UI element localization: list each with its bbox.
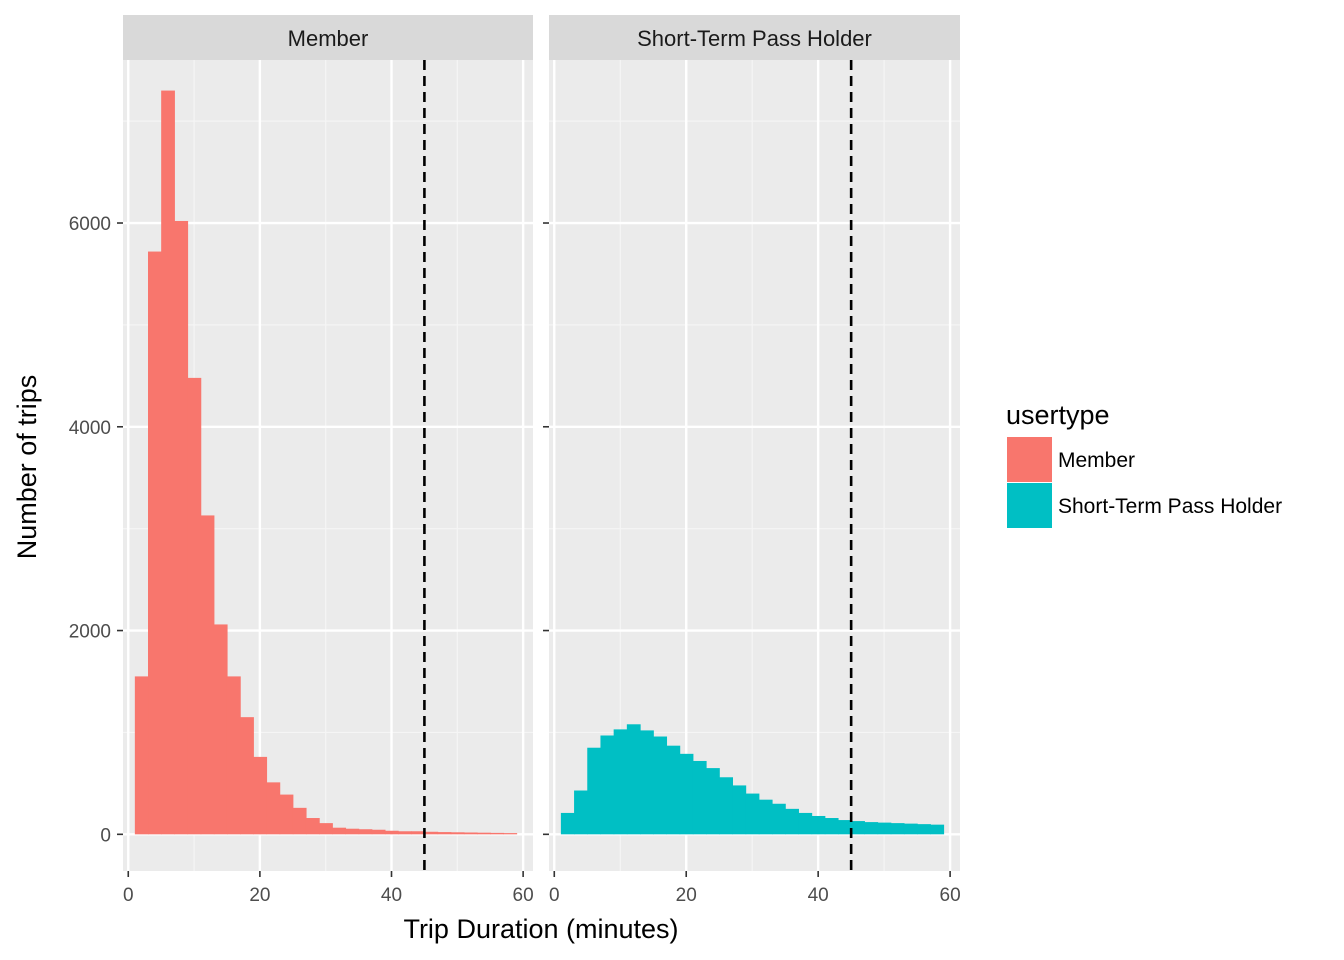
histogram-bar (161, 90, 175, 835)
histogram-bar (640, 730, 654, 835)
histogram-bar (292, 807, 307, 835)
facet-strip-label: Short-Term Pass Holder (637, 26, 872, 51)
histogram-bar (798, 812, 813, 835)
histogram-bar (837, 820, 852, 835)
histogram-bar (437, 832, 452, 835)
histogram-bar (613, 729, 628, 835)
y-tick-label: 4000 (69, 418, 111, 439)
histogram-bar (745, 793, 760, 835)
x-tick-label: 20 (249, 885, 270, 906)
histogram-bar (851, 821, 865, 835)
histogram-bar (771, 803, 786, 835)
facet-panel-member: Member 0 20 40 60 (123, 15, 534, 906)
facet-strip (123, 15, 533, 60)
histogram-bar (864, 822, 879, 835)
histogram-bar (279, 794, 294, 835)
histogram-bar (785, 808, 799, 835)
histogram-bar (917, 824, 931, 835)
facet-strip-label: Member (288, 26, 369, 51)
histogram-bar (732, 785, 747, 835)
y-axis-title: Number of trips (12, 375, 42, 560)
x-axis-ticks: 0 20 40 60 (549, 871, 961, 906)
histogram-bar (477, 832, 491, 835)
histogram-bar (574, 790, 588, 835)
histogram-bar (424, 831, 439, 835)
histogram-bar (213, 624, 228, 835)
y-tick-label: 0 (100, 825, 111, 846)
histogram-bar (930, 824, 945, 835)
x-tick-label: 20 (676, 885, 697, 906)
histogram-bar (653, 736, 668, 835)
histogram-bars (134, 90, 518, 835)
histogram-bar (345, 828, 360, 835)
facet-strip (549, 15, 960, 60)
histogram-bar (148, 251, 162, 835)
histogram-bar (600, 735, 615, 835)
histogram-bar (253, 756, 268, 835)
histogram-bars (560, 724, 945, 835)
legend-label-short-term-pass-holder: Short-Term Pass Holder (1058, 495, 1282, 518)
x-tick-label: 40 (808, 885, 829, 906)
legend-key-member (1007, 437, 1052, 482)
histogram-bar (200, 515, 215, 835)
histogram-bar (706, 768, 720, 835)
histogram-bar (371, 829, 386, 835)
histogram-bar (587, 747, 602, 835)
histogram-bar (266, 782, 281, 835)
histogram-bar (319, 823, 333, 835)
legend-label-member: Member (1058, 449, 1135, 472)
histogram-bar (305, 818, 320, 835)
histogram-bar (877, 822, 892, 835)
legend-key-short-term-pass-holder (1007, 483, 1052, 528)
histogram-bar (890, 823, 905, 835)
histogram-bar (811, 815, 826, 835)
y-tick-label: 6000 (69, 214, 111, 235)
histogram-bar (560, 812, 575, 835)
x-axis-ticks: 0 20 40 60 (123, 871, 534, 906)
histogram-bar (666, 745, 681, 835)
histogram-bar (490, 832, 504, 835)
legend-title: usertype (1006, 400, 1110, 430)
histogram-bar (824, 818, 839, 835)
histogram-bar (903, 823, 918, 835)
y-tick-label: 2000 (69, 622, 111, 643)
x-tick-label: 60 (940, 885, 961, 906)
histogram-bar (358, 829, 373, 835)
facet-panel-short-term-pass-holder: Short-Term Pass Holder 0 20 40 60 (549, 15, 961, 906)
histogram-bar (450, 832, 465, 835)
histogram-bar (226, 676, 241, 835)
histogram-bar (411, 831, 426, 835)
y-axis: 0 2000 4000 6000 (69, 214, 549, 846)
histogram-bar (626, 724, 641, 835)
histogram-bar (463, 832, 478, 835)
histogram-bar (679, 753, 694, 835)
x-tick-label: 0 (549, 885, 560, 906)
legend: usertype Member Short-Term Pass Holder (1006, 400, 1282, 528)
x-tick-label: 60 (513, 885, 534, 906)
x-axis-title: Trip Duration (minutes) (403, 914, 678, 944)
histogram-bar (332, 827, 347, 835)
histogram-bar (240, 717, 254, 835)
histogram-bar (503, 833, 518, 835)
histogram-bar (174, 220, 189, 835)
histogram-bar (384, 830, 399, 835)
histogram-bar (692, 760, 707, 835)
histogram-bar (134, 676, 149, 835)
histogram-bar (398, 831, 412, 835)
x-tick-label: 40 (381, 885, 402, 906)
histogram-bar (187, 377, 202, 835)
histogram-bar (758, 799, 773, 835)
histogram-bar (719, 777, 733, 835)
x-tick-label: 0 (123, 885, 134, 906)
